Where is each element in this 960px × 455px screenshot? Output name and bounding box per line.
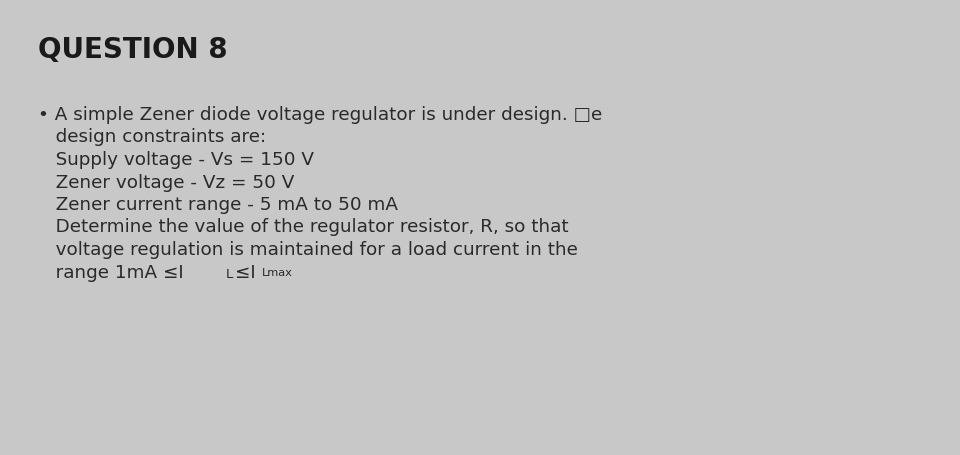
Text: range 1mA ≤I: range 1mA ≤I [38,263,183,281]
Text: voltage regulation is maintained for a load current in the: voltage regulation is maintained for a l… [38,241,578,258]
Text: • A simple Zener diode voltage regulator is under design. □e: • A simple Zener diode voltage regulator… [38,106,602,124]
Text: design constraints are:: design constraints are: [38,128,266,146]
Text: ≤I: ≤I [235,263,256,281]
Text: Lmax: Lmax [262,267,293,277]
Text: Zener current range - 5 mA to 50 mA: Zener current range - 5 mA to 50 mA [38,196,398,213]
Text: L: L [226,267,233,280]
Text: Zener voltage - Vz = 50 V: Zener voltage - Vz = 50 V [38,173,295,191]
Text: Supply voltage - Vs = 150 V: Supply voltage - Vs = 150 V [38,151,314,169]
Text: Determine the value of the regulator resistor, R, so that: Determine the value of the regulator res… [38,218,568,236]
Text: QUESTION 8: QUESTION 8 [38,36,228,64]
